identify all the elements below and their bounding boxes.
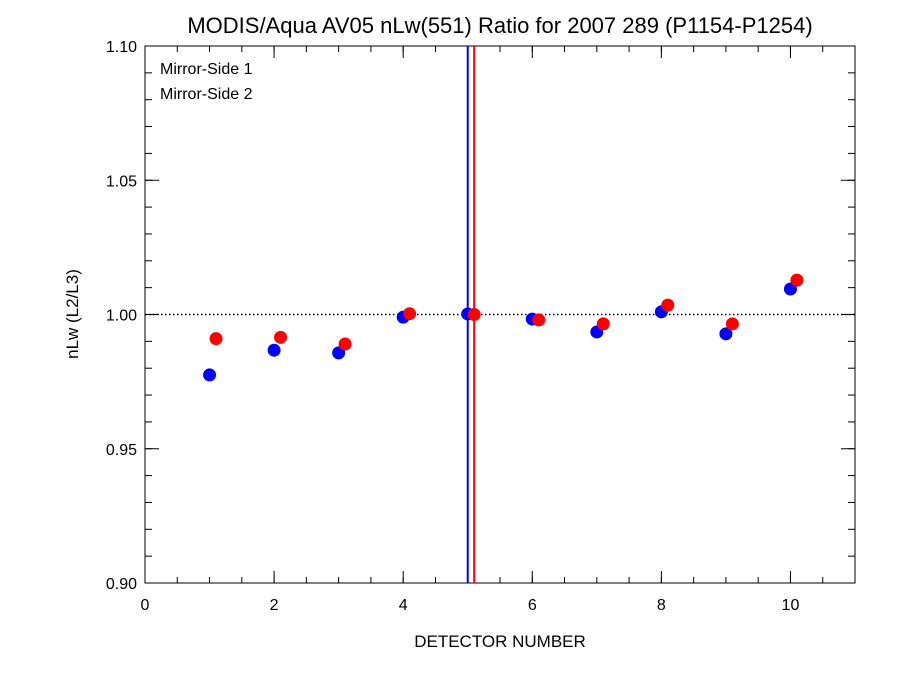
data-point-series-2 <box>532 313 546 327</box>
plot-area: 0 2 4 6 8 10 0.90 0.95 1.00 1.05 1.10 <box>106 39 856 614</box>
data-point-series-2 <box>596 317 610 331</box>
data-point-series-2 <box>403 307 417 321</box>
data-point-series-2 <box>209 332 223 346</box>
y-tick-label: 1.05 <box>106 173 137 190</box>
x-tick-label: 10 <box>782 597 800 614</box>
x-tick-label: 8 <box>657 597 666 614</box>
x-tick-label: 6 <box>528 597 537 614</box>
data-point-series-2 <box>790 273 804 287</box>
y-tick-label: 1.00 <box>106 308 137 325</box>
data-point-series-2 <box>661 298 675 312</box>
data-point-series-2 <box>338 337 352 351</box>
plot-frame <box>144 45 856 584</box>
y-tick-label: 1.10 <box>106 39 137 56</box>
data-point-series-1 <box>267 343 281 357</box>
y-tick-label: 0.90 <box>106 576 137 593</box>
data-point-series-1 <box>719 327 733 341</box>
y-axis-label: nLw (L2/L3) <box>63 269 82 359</box>
chart-title: MODIS/Aqua AV05 nLw(551) Ratio for 2007 … <box>187 13 812 38</box>
legend-entry-mirror-side-1: Mirror-Side 1 <box>160 61 253 78</box>
x-tick-label: 2 <box>270 597 279 614</box>
data-point-series-2 <box>274 330 288 344</box>
data-point-series-2 <box>725 317 739 331</box>
legend: Mirror-Side 1 Mirror-Side 2 <box>160 61 253 103</box>
legend-entry-mirror-side-2: Mirror-Side 2 <box>160 86 253 103</box>
x-axis-label: DETECTOR NUMBER <box>414 632 586 651</box>
data-point-series-1 <box>203 368 217 382</box>
y-tick-label: 0.95 <box>106 442 137 459</box>
data-point-series-2 <box>467 308 481 321</box>
x-tick-label: 4 <box>399 597 408 614</box>
x-tick-label: 0 <box>141 597 150 614</box>
